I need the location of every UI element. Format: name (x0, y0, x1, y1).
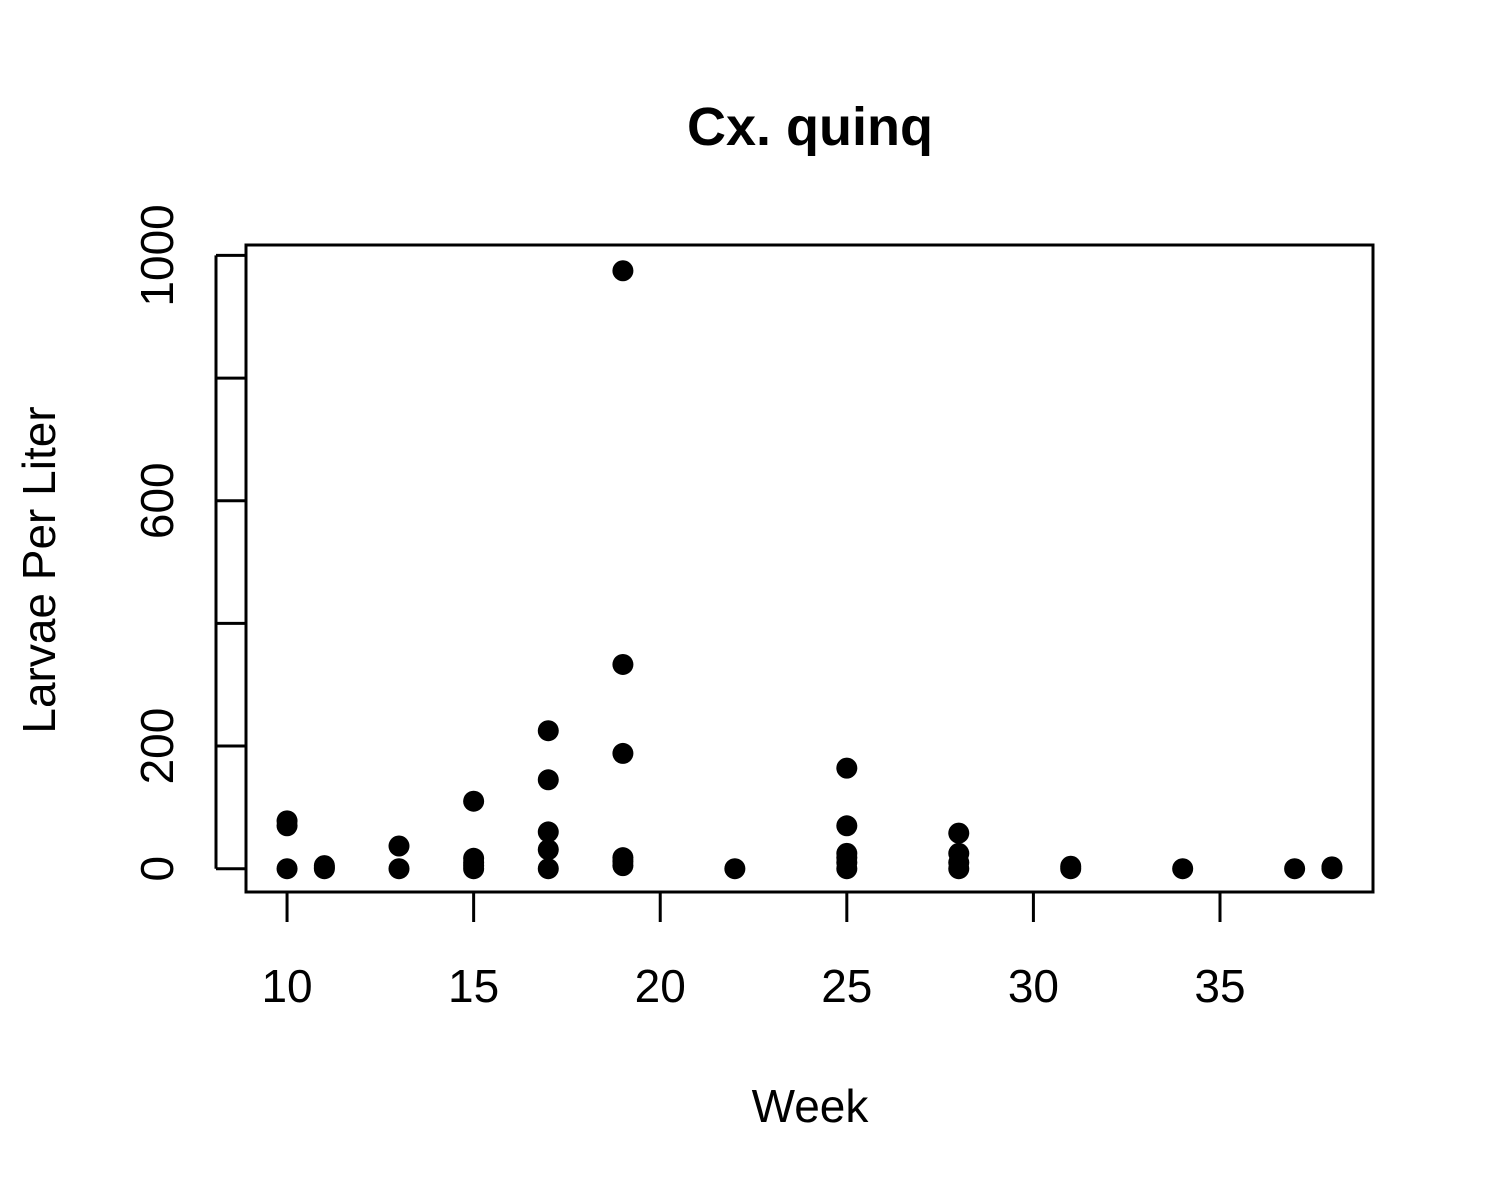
data-point (537, 858, 559, 880)
data-point (313, 855, 335, 877)
x-axis-label: Week (752, 1080, 870, 1132)
data-point (948, 822, 970, 844)
y-tick-label: 200 (131, 708, 183, 785)
y-tick-label: 600 (131, 462, 183, 539)
data-point (1321, 856, 1343, 878)
data-point (948, 842, 970, 864)
x-tick-label: 25 (821, 960, 872, 1012)
data-point (276, 810, 298, 832)
data-point (836, 815, 858, 837)
data-point (1060, 855, 1082, 877)
data-point (612, 742, 634, 764)
data-point (276, 858, 298, 880)
data-point (612, 653, 634, 675)
x-tick-label: 35 (1194, 960, 1245, 1012)
x-axis: 10 15 20 25 30 35 (261, 890, 1246, 1012)
y-axis: 0 200 600 1000 (131, 204, 246, 881)
chart-title: Cx. quinq (687, 97, 933, 157)
data-point (463, 790, 485, 812)
data-point (537, 821, 559, 843)
data-point (537, 769, 559, 791)
y-tick-label: 1000 (131, 204, 183, 306)
data-point (836, 842, 858, 864)
data-points (276, 260, 1343, 880)
x-tick-label: 10 (261, 960, 312, 1012)
data-point (1172, 858, 1194, 880)
x-tick-label: 20 (635, 960, 686, 1012)
x-tick-label: 30 (1008, 960, 1059, 1012)
data-point (537, 720, 559, 742)
data-point (612, 260, 634, 282)
plot-frame (244, 243, 1375, 894)
y-tick-label: 0 (131, 856, 183, 882)
data-point (388, 835, 410, 857)
data-point (836, 757, 858, 779)
data-point (388, 858, 410, 880)
x-tick-label: 15 (448, 960, 499, 1012)
data-point (537, 839, 559, 861)
data-point (724, 858, 746, 880)
data-point (1284, 858, 1306, 880)
data-point (463, 847, 485, 869)
data-point (612, 847, 634, 869)
y-axis-label: Larvae Per Liter (13, 406, 65, 733)
